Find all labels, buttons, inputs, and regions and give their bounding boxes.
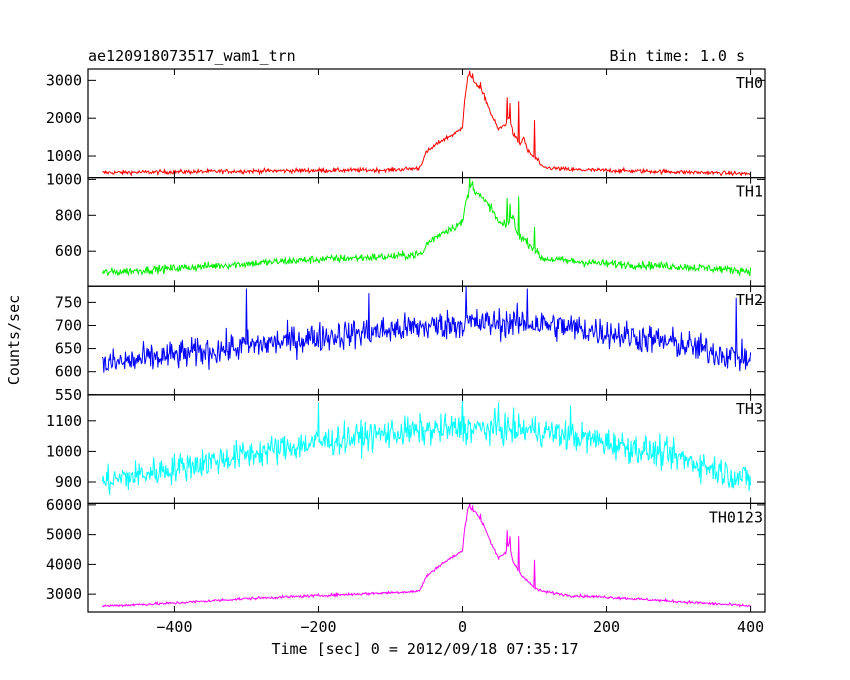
panel-frame: [87, 394, 766, 504]
y-tick-label: 1000: [46, 170, 82, 188]
y-tick-label: 600: [55, 363, 82, 381]
panel-th0123: 3000 4000 5000 6000 TH0123 −400 −200 0 200 400: [46, 496, 766, 636]
y-tick-label: 1100: [46, 412, 82, 430]
y-tick-label: 5000: [46, 526, 82, 544]
series-line-th0: [102, 70, 752, 177]
y-tick-label: 2000: [46, 109, 82, 127]
y-tick-label: 650: [55, 340, 82, 358]
y-tick-label: 900: [55, 473, 82, 491]
y-tick-label: 750: [55, 293, 82, 311]
y-tick-label: 4000: [46, 555, 82, 573]
y-tick-label: 700: [55, 316, 82, 334]
panel-frame: [87, 177, 766, 287]
panel-th1: 600 800 1000 TH1: [46, 170, 766, 287]
panel-label-th2: TH2: [736, 291, 763, 309]
y-tick-label: 6000: [46, 496, 82, 514]
y-tick-label: 800: [55, 206, 82, 224]
x-tick-label: −400: [156, 618, 192, 636]
panel-frame: [87, 502, 766, 613]
y-tick-label: 1000: [46, 147, 82, 165]
y-tick-label: 1000: [46, 442, 82, 460]
y-tick-label: 3000: [46, 585, 82, 603]
x-tick-label: 200: [593, 618, 620, 636]
x-tick-label: 400: [737, 618, 764, 636]
y-axis-label: Counts/sec: [5, 295, 23, 385]
panel-th0: 1000 2000 3000 TH0: [46, 68, 766, 179]
y-tick-label: 3000: [46, 71, 82, 89]
panel-label-th0: TH0: [736, 74, 763, 92]
x-tick-label: −200: [300, 618, 336, 636]
panel-th3: 900 1000 1100 TH3: [46, 394, 766, 504]
panel-label-th1: TH1: [736, 183, 763, 201]
series-line-th0123: [102, 503, 751, 608]
panel-frame: [87, 68, 766, 179]
panel-label-th3: TH3: [736, 400, 763, 418]
header-bin-time: Bin time: 1.0 s: [610, 47, 745, 65]
x-axis-label: Time [sec] 0 = 2012/09/18 07:35:17: [271, 640, 578, 658]
y-tick-label: 550: [55, 386, 82, 404]
header-left-title: ae120918073517_wam1_trn: [88, 47, 296, 65]
y-tick-label: 600: [55, 242, 82, 260]
x-tick-label: 0: [458, 618, 467, 636]
series-line-th1: [101, 177, 752, 277]
panel-label-th0123: TH0123: [709, 508, 763, 526]
series-line-th3: [101, 397, 752, 495]
panel-th2: 550 600 650 700 750 TH2: [55, 285, 766, 404]
series-line-th2: [101, 286, 752, 373]
